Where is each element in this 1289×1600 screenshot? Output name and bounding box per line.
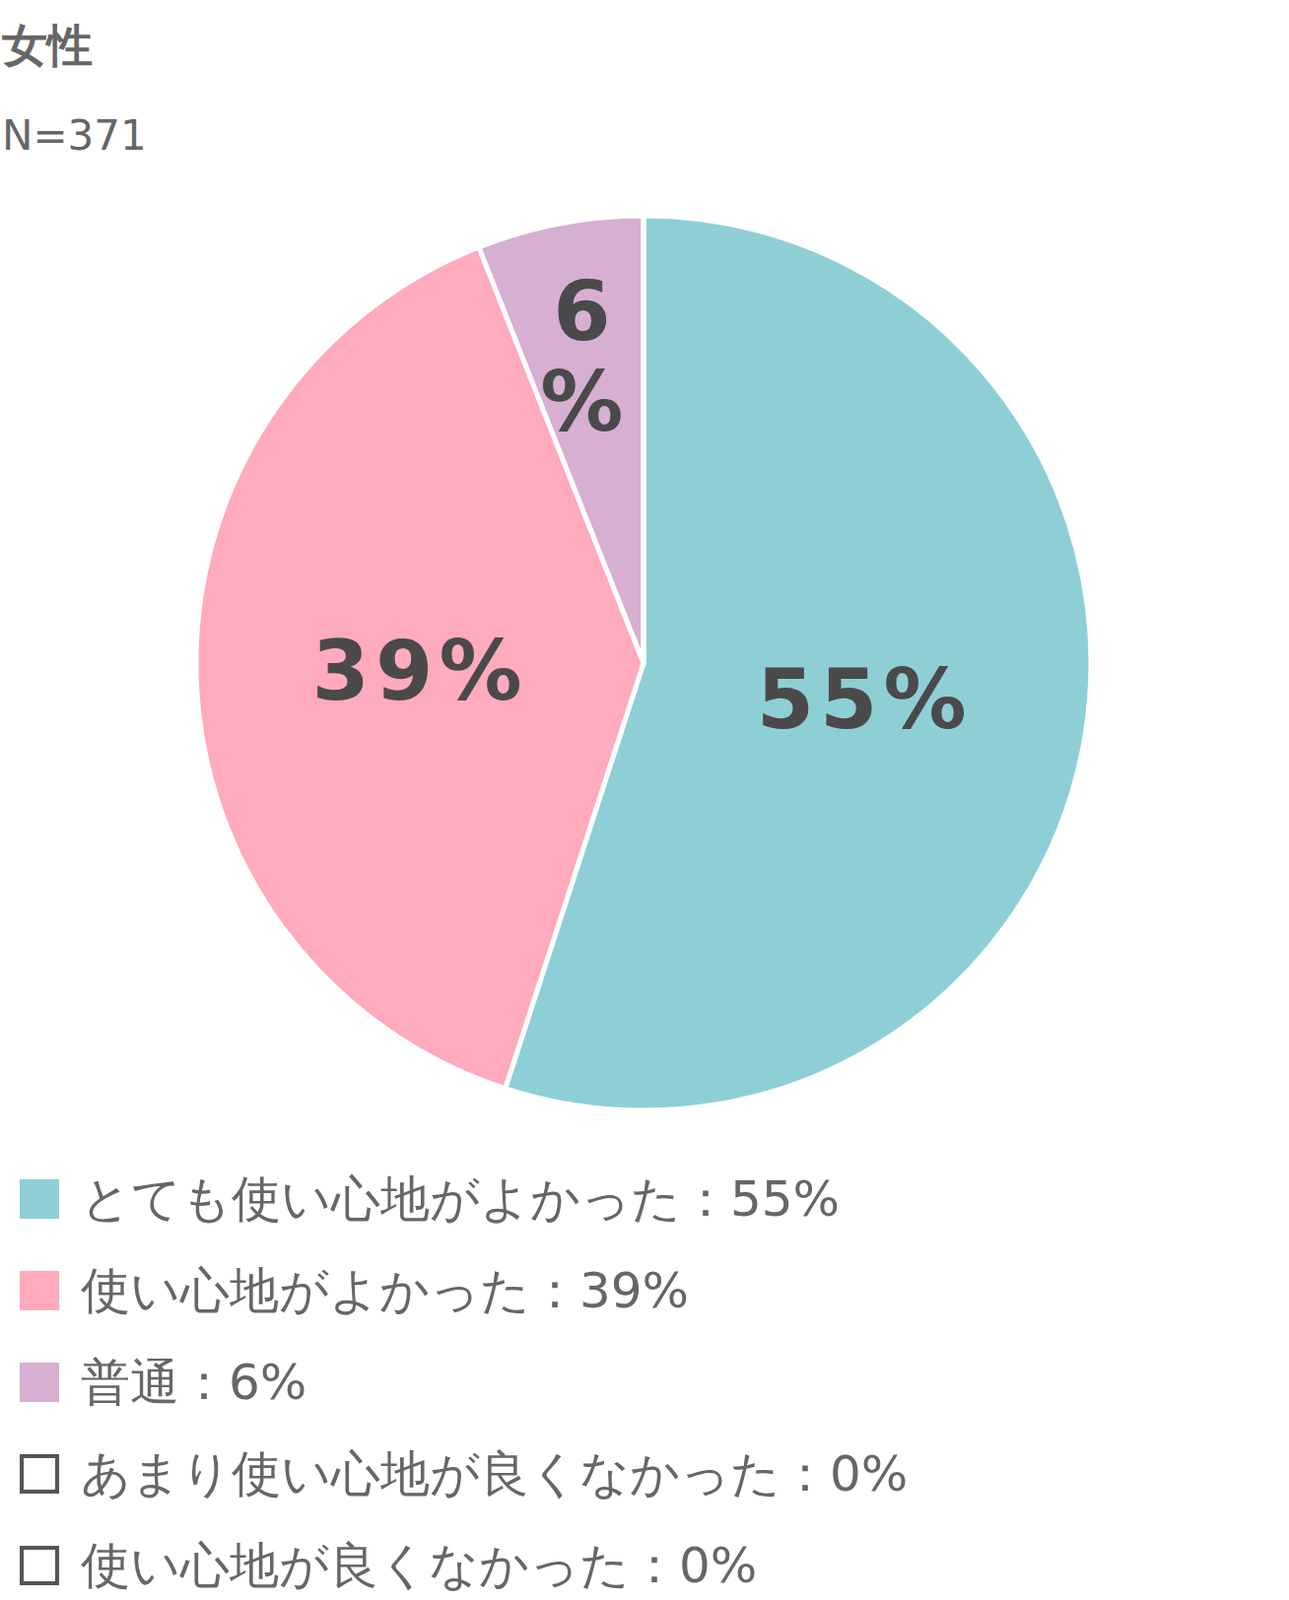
data-label-part: 6 (552, 263, 616, 360)
chart: 女性 N=371 55% 39% 6% とても使い心地がよかった：55% 使い心地がよかった… (0, 0, 1289, 1600)
legend-label: 使い心地がよかった：39% (80, 1262, 689, 1320)
data-label: 6% (540, 263, 629, 451)
legend-swatch (21, 1548, 58, 1584)
pie (196, 215, 1091, 1111)
legend-label: とても使い心地がよかった：55% (80, 1170, 840, 1228)
data-label: 55% (756, 651, 973, 748)
data-label-part: % (540, 353, 629, 451)
pie-slice (196, 247, 644, 1089)
legend-swatch (19, 1362, 60, 1403)
legend-swatch (21, 1456, 58, 1493)
legend: とても使い心地がよかった：55% 使い心地がよかった：39% 普通：6% あまり使い心… (19, 1170, 908, 1595)
subtitle: N=371 (1, 111, 147, 160)
data-label: 39% (312, 622, 529, 720)
legend-swatch (19, 1179, 60, 1220)
legend-label: 普通：6% (80, 1354, 307, 1412)
title: 女性 (1, 18, 93, 72)
legend-label: あまり使い心地が良くなかった：0% (80, 1445, 908, 1503)
legend-swatch (19, 1271, 60, 1311)
pie-slice (641, 215, 647, 664)
legend-label: 使い心地が良くなかった：0% (80, 1537, 757, 1595)
pie-slice (641, 215, 647, 664)
pie-slice (478, 215, 644, 664)
